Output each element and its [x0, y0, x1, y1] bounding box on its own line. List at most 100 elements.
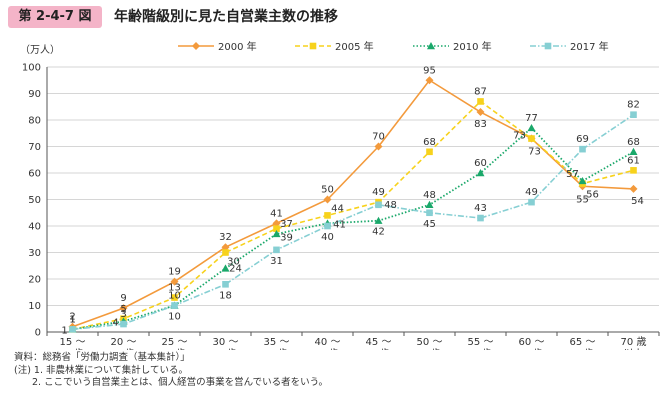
- data-label: 69: [576, 134, 589, 145]
- data-point: [221, 264, 230, 272]
- data-label: 44: [331, 203, 344, 214]
- y-tick-label: 0: [35, 328, 41, 339]
- data-point: [170, 277, 179, 286]
- data-label: 49: [372, 187, 385, 198]
- data-label: 19: [168, 267, 181, 278]
- data-label: 4: [112, 317, 118, 328]
- data-label: 61: [627, 155, 640, 166]
- data-label: 1: [61, 325, 67, 336]
- y-tick-label: 90: [28, 89, 41, 100]
- y-tick-label: 20: [28, 275, 41, 286]
- line-chart: （万人） 0 10 20 30 40 50 60 70 80 90 100 15 ～19歳 20 ～24歳…: [20, 40, 660, 350]
- data-label: 43: [474, 203, 487, 214]
- source-note: 資料：総務省「労働力調査（基本集計）」: [14, 352, 190, 363]
- legend-label: 2005 年: [335, 40, 374, 53]
- data-label: 9: [120, 293, 126, 304]
- y-tick-label: 60: [28, 169, 41, 180]
- data-point: [272, 229, 281, 238]
- legend-marker: [192, 42, 200, 50]
- x-tick-label: 45 ～: [366, 337, 392, 348]
- x-tick-label: 29歳: [163, 348, 186, 350]
- data-label: 1: [69, 314, 75, 325]
- x-tick-label: 39歳: [265, 348, 288, 350]
- data-point: [171, 302, 178, 309]
- series-line: [72, 126, 634, 331]
- series-line: [72, 100, 634, 331]
- figure-title: 年齢階級別に見た自営業主数の推移: [114, 9, 338, 25]
- data-point: [579, 145, 586, 153]
- data-point: [426, 148, 433, 156]
- data-label: 87: [474, 86, 487, 97]
- data-label: 18: [219, 290, 232, 301]
- data-point: [374, 142, 383, 151]
- legend-marker: [427, 42, 435, 50]
- data-label: 48: [384, 200, 397, 211]
- data-label: 1: [69, 314, 75, 325]
- data-label: 5: [120, 304, 126, 315]
- y-tick-label: 10: [28, 301, 41, 312]
- data-label: 48: [423, 190, 436, 201]
- data-point: [630, 111, 637, 118]
- data-label: 82: [627, 100, 640, 111]
- x-tick-label: 54歳: [418, 348, 441, 350]
- x-tick-label: 59歳: [469, 348, 492, 350]
- data-point: [374, 216, 383, 224]
- data-point: [528, 198, 535, 206]
- x-tick-label: 35 ～: [264, 337, 290, 348]
- data-point: [222, 249, 229, 256]
- data-label: 2: [69, 312, 75, 323]
- x-tick-label: 24歳: [112, 348, 135, 350]
- data-label: 3: [120, 309, 126, 320]
- data-label: 32: [219, 232, 232, 243]
- series-line: [72, 79, 634, 328]
- data-label: 50: [321, 185, 334, 196]
- data-label: 73: [513, 131, 526, 142]
- x-tick-label: 15 ～: [60, 337, 86, 348]
- data-point: [323, 195, 332, 204]
- data-point: [375, 201, 382, 209]
- note-1: (注) 1. 非農林業について集計している。: [14, 364, 188, 376]
- data-point: [476, 169, 485, 177]
- x-tick-label: 40 ～: [315, 337, 341, 348]
- data-label: 39: [280, 233, 293, 244]
- data-label: 95: [423, 65, 436, 76]
- x-tick-label: 70 歳: [621, 336, 647, 348]
- data-point: [426, 209, 433, 217]
- data-point: [629, 184, 638, 193]
- data-point: [120, 320, 127, 328]
- data-point: [324, 222, 331, 230]
- data-label: 41: [270, 208, 283, 219]
- data-label: 54: [631, 196, 644, 207]
- data-label: 77: [525, 113, 538, 124]
- x-tick-label: 34歳: [214, 348, 237, 350]
- data-label: 31: [270, 256, 283, 267]
- legend-label: 2010 年: [453, 40, 492, 53]
- note-2: 2. ここでいう自営業主とは、個人経営の事業を営んでいる者をいう。: [32, 377, 329, 388]
- data-label: 55: [576, 194, 589, 205]
- y-tick-label: 40: [28, 222, 41, 233]
- data-label: 49: [525, 187, 538, 198]
- x-tick-label: 30 ～: [213, 337, 239, 348]
- x-tick-label: 49歳: [367, 348, 390, 350]
- figure-number: 第 2-4-7 図: [8, 6, 102, 28]
- legend-label: 2000 年: [218, 40, 257, 53]
- legend-marker: [544, 42, 552, 50]
- x-tick-label: 20 ～: [111, 337, 137, 348]
- data-point: [425, 76, 434, 85]
- data-point: [527, 123, 536, 132]
- data-point: [528, 135, 535, 142]
- data-point: [273, 246, 280, 254]
- y-tick-label: 50: [28, 195, 41, 206]
- x-tick-label: 50 ～: [417, 337, 443, 348]
- notes: 資料：総務省「労働力調査（基本集計）」 (注) 1. 非農林業について集計してい…: [14, 352, 328, 390]
- data-point: [273, 225, 280, 232]
- y-tick-label: 30: [28, 248, 41, 259]
- data-label: 83: [474, 119, 487, 130]
- data-point: [477, 214, 484, 222]
- data-label: 70: [372, 132, 385, 143]
- data-point: [630, 167, 637, 174]
- y-axis-label: （万人）: [20, 44, 60, 56]
- x-tick-label: 以上: [624, 348, 644, 350]
- data-label: 60: [474, 158, 487, 169]
- data-point: [629, 147, 638, 155]
